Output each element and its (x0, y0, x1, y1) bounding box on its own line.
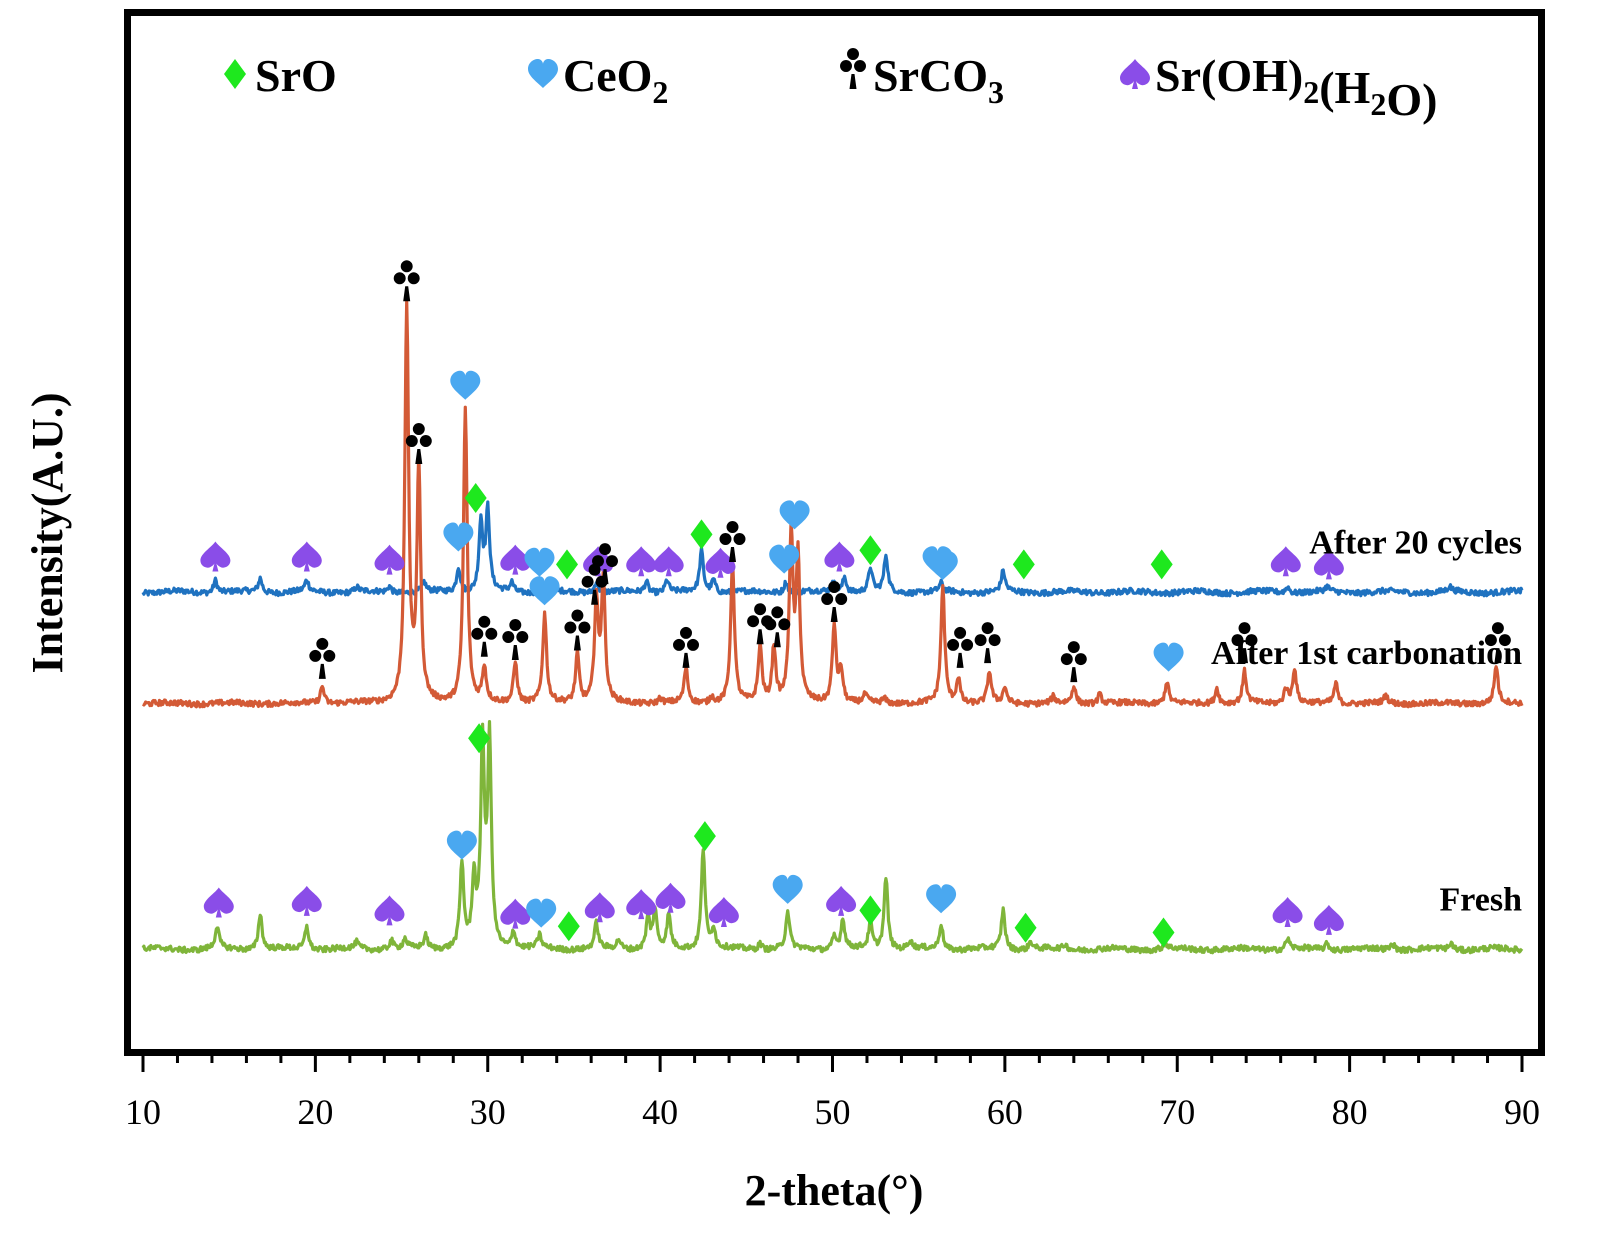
spade-marker (500, 544, 531, 575)
heart-marker (450, 370, 481, 400)
club-marker (581, 563, 608, 605)
spade-marker (705, 547, 736, 578)
heart-marker (446, 830, 477, 860)
x-tick-label: 10 (125, 1092, 161, 1132)
y-axis-title: Intensity(A.U.) (23, 392, 72, 673)
diamond-legend-icon (224, 59, 246, 89)
heart-legend-icon (528, 59, 558, 88)
x-tick-label: 50 (815, 1092, 851, 1132)
club-marker (309, 637, 336, 679)
club-marker (1231, 622, 1258, 664)
spade-marker (291, 885, 322, 916)
spade-marker (1270, 546, 1301, 577)
club-marker (719, 521, 746, 562)
heart-marker (443, 522, 474, 552)
diamond-marker (557, 911, 580, 942)
diamond-marker (468, 723, 491, 754)
plot-frame (124, 9, 1545, 1056)
heart-marker (526, 898, 557, 928)
series-label-0: After 20 cycles (1309, 524, 1522, 561)
diamond-marker (859, 535, 882, 566)
x-tick-label: 40 (642, 1092, 678, 1132)
club-marker (393, 260, 420, 302)
diamond-marker (556, 549, 578, 580)
diamond-marker (464, 483, 487, 513)
spade-marker (200, 541, 231, 572)
club-marker (764, 606, 791, 648)
spade-marker (626, 546, 657, 577)
club-marker (564, 609, 591, 651)
legend: SrO CeO2 SrCO3 Sr(OH)2(H2O) (224, 48, 1437, 125)
x-tick-label: 70 (1159, 1092, 1195, 1132)
series-label-1: After 1st carbonation (1211, 635, 1522, 672)
club-marker (821, 581, 848, 622)
x-tick-label: 90 (1504, 1092, 1540, 1132)
spade-legend-icon (1120, 59, 1150, 89)
club-marker (673, 626, 700, 668)
club-legend-icon (840, 48, 867, 90)
spade-marker (1313, 904, 1344, 935)
phase-markers-layer (200, 260, 1511, 948)
legend-label-0: SrO (255, 50, 337, 101)
spade-marker (653, 546, 684, 577)
series-line-2 (141, 720, 1524, 955)
spade-marker (500, 898, 531, 929)
club-marker (974, 622, 1001, 664)
diamond-marker (693, 821, 716, 852)
legend-label-3: Sr(OH)2(H2O) (1155, 50, 1437, 125)
heart-marker (779, 500, 810, 530)
series-line-1 (141, 299, 1524, 709)
legend-label-2: SrCO3 (873, 50, 1004, 110)
spade-marker (374, 895, 405, 926)
heart-marker (927, 551, 958, 580)
club-marker (592, 543, 619, 585)
spade-marker (1272, 897, 1303, 927)
diamond-marker (859, 895, 882, 926)
x-axis-title: 2-theta(°) (745, 1166, 924, 1215)
spade-marker (824, 541, 855, 572)
diamond-marker (1012, 549, 1035, 580)
heart-marker (769, 544, 800, 574)
spade-marker (584, 892, 615, 923)
spade-marker (826, 885, 857, 916)
club-marker (1484, 622, 1511, 664)
club-marker (947, 626, 974, 668)
x-tick-label: 80 (1332, 1092, 1368, 1132)
spade-marker (626, 889, 657, 920)
heart-marker (1153, 642, 1184, 672)
heart-marker (772, 874, 803, 904)
spade-marker (708, 897, 739, 927)
x-tick-label: 60 (987, 1092, 1023, 1132)
club-marker (471, 615, 498, 657)
club-marker (1060, 641, 1087, 683)
heart-marker (529, 576, 560, 606)
spade-marker (203, 887, 234, 918)
series-label-2: Fresh (1440, 881, 1523, 918)
club-marker (405, 423, 432, 464)
spade-marker (374, 544, 405, 575)
series-labels-layer: After 20 cycles After 1st carbonation Fres… (1211, 524, 1522, 918)
x-tick-label: 30 (470, 1092, 506, 1132)
legend-label-1: CeO2 (563, 50, 668, 110)
spade-marker (655, 882, 686, 913)
spectra-layer (141, 299, 1524, 955)
x-axis: 10 20 30 40 50 60 70 80 90 (125, 1052, 1540, 1132)
diamond-marker (1150, 549, 1173, 580)
heart-marker (926, 884, 957, 914)
heart-marker (524, 547, 555, 577)
diamond-marker (690, 519, 713, 550)
spade-marker (1313, 549, 1344, 580)
x-tick-label: 20 (297, 1092, 333, 1132)
spade-marker (291, 541, 322, 572)
club-marker (502, 619, 529, 660)
diamond-marker (1014, 912, 1037, 943)
diamond-marker (1152, 917, 1175, 948)
